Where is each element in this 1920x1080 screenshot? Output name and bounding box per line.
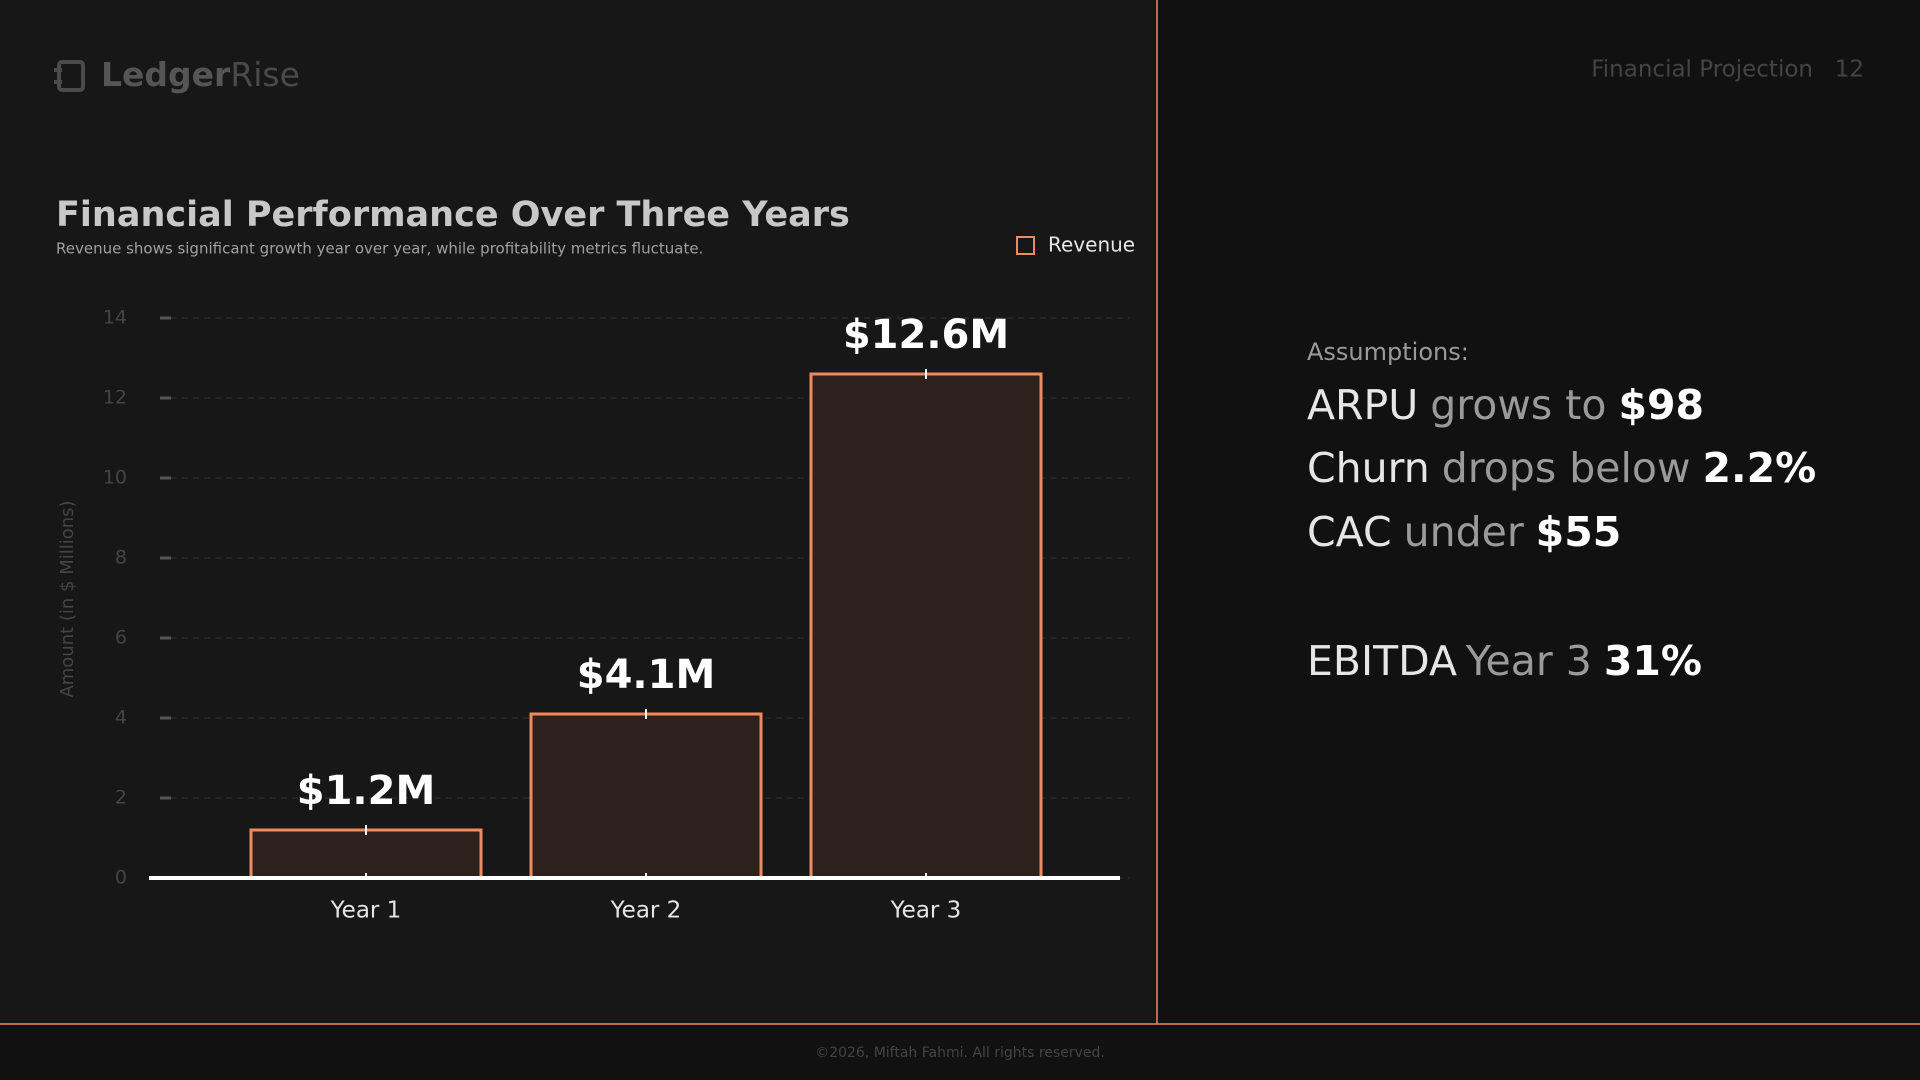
y-tick-label: 6 [115, 627, 127, 649]
y-tick-label: 14 [103, 307, 127, 329]
text: grows to [1430, 381, 1606, 429]
section-name: Financial Projection [1591, 57, 1813, 83]
value-label: $12.6M [843, 312, 1009, 358]
value-label: $1.2M [297, 768, 436, 814]
brand: LedgerRise [101, 55, 300, 94]
chart-title: Financial Performance Over Three Years [56, 195, 850, 235]
brand-light: Rise [230, 55, 300, 94]
assumption: CAC under $55 [1307, 508, 1621, 556]
brand-bold: Ledger [101, 55, 231, 94]
value: 2.2% [1702, 444, 1816, 492]
value-label: $4.1M [577, 652, 716, 698]
y-tick-label: 12 [103, 387, 127, 409]
x-tick-label: Year 3 [890, 898, 962, 924]
metric: ARPU [1307, 381, 1418, 429]
assumption: Churn drops below 2.2% [1307, 444, 1816, 492]
value: $55 [1536, 508, 1622, 556]
footer: ©2026, Miftah Fahmi. All rights reserved… [815, 1045, 1105, 1061]
y-tick-label: 10 [103, 467, 127, 489]
text: drops below [1442, 444, 1691, 492]
y-tick-label: 0 [115, 867, 127, 889]
x-tick-label: Year 1 [330, 898, 402, 924]
value: 31% [1604, 637, 1702, 685]
metric: EBITDA [1307, 637, 1457, 685]
text: Year 3 [1465, 637, 1592, 685]
chart-subtitle: Revenue shows significant growth year ov… [56, 240, 703, 258]
metric: CAC [1307, 508, 1392, 556]
y-axis-label: Amount (in $ Millions) [57, 500, 78, 697]
ebitda: EBITDA Year 3 31% [1307, 637, 1702, 685]
brand-icon [54, 60, 85, 92]
legend-label: Revenue [1048, 233, 1135, 257]
value: $98 [1618, 381, 1704, 429]
assumptions-heading: Assumptions: [1307, 338, 1469, 366]
assumption: ARPU grows to $98 [1307, 381, 1704, 429]
y-tick-label: 4 [115, 707, 127, 729]
text: under [1404, 508, 1524, 556]
legend-swatch [1016, 236, 1035, 255]
right-panel [1157, 0, 1920, 1024]
x-tick-label: Year 2 [610, 898, 682, 924]
bar [809, 372, 1043, 880]
metric: Churn [1307, 444, 1430, 492]
y-tick-label: 8 [115, 547, 127, 569]
bar [249, 828, 483, 880]
bar [529, 712, 763, 880]
page-number: 12 [1835, 57, 1864, 83]
y-tick-label: 2 [115, 787, 127, 809]
